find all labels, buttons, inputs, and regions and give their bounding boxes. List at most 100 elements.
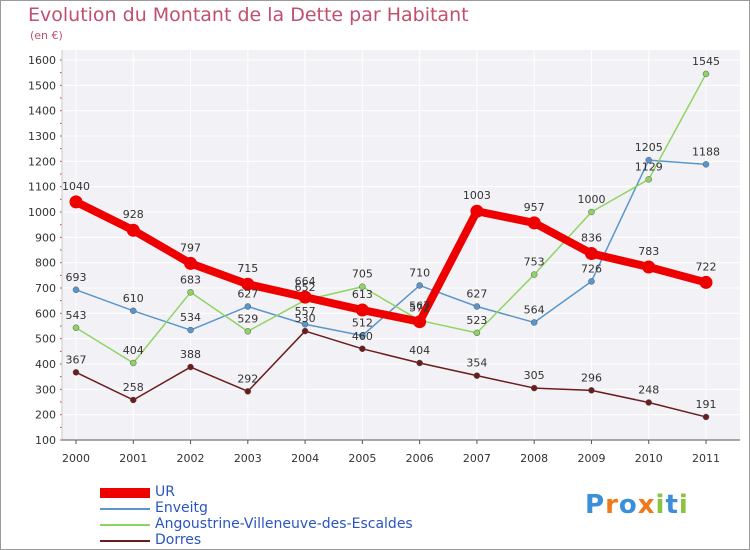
data-label-ur: 783 [638,245,659,258]
y-tick-label: 1100 [28,181,56,194]
data-label-dorres: 296 [581,371,602,384]
x-tick-label: 2006 [406,452,434,465]
data-label-dorres: 258 [123,381,144,394]
y-tick-label: 1500 [28,79,56,92]
data-label-dorres: 292 [237,372,258,385]
x-tick-label: 2002 [177,452,205,465]
data-point-ur [69,195,83,209]
y-tick-label: 300 [35,383,56,396]
legend-item: Dorres [100,532,500,549]
data-label-angoustrine-villeneuve-des-escaldes: 543 [66,309,87,322]
legend-swatch [100,524,150,526]
logo-letter: i [678,490,689,520]
data-label-enveitg: 610 [123,292,144,305]
logo-letter: t [665,490,679,520]
y-tick-label: 800 [35,257,56,270]
data-point-angoustrine-villeneuve-des-escaldes [72,324,80,332]
y-tick-label: 1200 [28,155,56,168]
y-tick-label: 1600 [28,54,56,67]
data-point-enveitg [72,286,80,294]
legend-item: Angoustrine-Villeneuve-des-Escaldes [100,516,500,533]
data-label-ur: 567 [409,300,430,313]
chart-subtitle: (en €) [30,29,63,42]
series-line-ur [74,198,708,326]
series-layer [69,70,713,421]
x-tick-label: 2007 [463,452,491,465]
legend-swatch [100,488,150,498]
y-tick-label: 200 [35,409,56,422]
data-point-ur [699,275,713,289]
data-point-ur [184,256,198,270]
data-point-ur [527,216,541,230]
proxiti-logo: Proxiti [585,490,689,520]
data-point-enveitg [130,307,137,315]
data-point-dorres [473,372,481,379]
data-label-ur: 1003 [463,189,491,202]
data-point-angoustrine-villeneuve-des-escaldes [130,359,137,367]
legend-label: Enveitg [155,500,208,516]
x-tick-label: 2010 [635,452,663,465]
data-point-angoustrine-villeneuve-des-escaldes [359,283,366,290]
data-point-ur [642,260,656,274]
data-point-angoustrine-villeneuve-des-escaldes [530,271,538,278]
data-label-angoustrine-villeneuve-des-escaldes: 529 [237,312,258,325]
data-point-enveitg [588,278,595,285]
legend-item: Enveitg [100,500,500,517]
logo-letter: r [605,490,619,520]
data-point-enveitg [244,303,252,310]
data-point-ur [413,315,427,329]
series-line-angoustrine-villeneuve-des-escaldes [75,73,707,364]
data-label-angoustrine-villeneuve-des-escaldes: 523 [466,314,487,327]
x-axis: 2000 2001 2002 2003 2004 2005 2006 2007 2008 2009… [62,439,740,465]
data-point-enveitg [187,326,194,334]
legend-label: UR [155,484,175,500]
data-point-dorres [416,359,423,367]
y-axis: 1600 1500 1400 1300 1200 1100 1000 900 800 700 600… [28,50,63,447]
data-label-dorres: 460 [352,330,373,343]
logo-letter: x [637,490,656,520]
data-point-dorres [187,363,194,371]
data-label-angoustrine-villeneuve-des-escaldes: 404 [123,344,144,357]
plot-area [62,50,740,440]
data-label-angoustrine-villeneuve-des-escaldes: 1545 [692,55,720,68]
data-label-dorres: 388 [180,348,201,361]
data-point-enveitg [473,303,481,310]
legend-label: Dorres [155,532,202,548]
line-chart: 1600 1500 1400 1300 1200 1100 1000 900 800 700 600… [28,50,740,465]
y-tick-label: 1400 [28,105,56,118]
data-point-dorres [702,413,710,421]
data-point-angoustrine-villeneuve-des-escaldes [187,289,194,296]
data-label-ur: 715 [237,262,258,275]
data-label-angoustrine-villeneuve-des-escaldes: 572 [409,301,430,314]
series-line-enveitg [75,159,707,337]
data-label-angoustrine-villeneuve-des-escaldes: 753 [524,256,545,269]
data-label-dorres: 404 [409,344,430,357]
chart-title: Evolution du Montant de la Dette par Hab… [28,4,469,26]
x-tick-label: 2005 [348,452,376,465]
data-label-enveitg: 693 [66,271,87,284]
data-label-enveitg: 534 [180,311,201,324]
data-label-enveitg: 564 [524,303,545,316]
data-point-angoustrine-villeneuve-des-escaldes [645,176,652,183]
x-tick-label: 2003 [234,452,262,465]
data-label-dorres: 305 [524,369,545,382]
logo-letter: i [655,490,666,520]
data-label-dorres: 367 [66,353,87,366]
logo-letter: o [618,490,638,520]
data-point-ur [470,204,484,218]
data-label-ur: 836 [581,232,602,245]
x-tick-label: 2000 [62,452,90,465]
data-label-dorres: 191 [696,398,717,411]
data-label-enveitg: 1188 [692,145,720,158]
y-tick-label: 900 [35,231,56,244]
y-tick-label: 700 [35,282,56,295]
data-label-enveitg: 1205 [635,141,663,154]
data-label-dorres: 354 [466,357,487,370]
data-label-ur: 722 [696,260,717,273]
data-point-dorres [301,327,309,335]
data-point-angoustrine-villeneuve-des-escaldes [244,328,252,335]
x-tick-label: 2009 [577,452,605,465]
data-point-dorres [359,345,366,353]
data-point-angoustrine-villeneuve-des-escaldes [588,208,595,216]
y-tick-label: 1300 [28,130,56,143]
